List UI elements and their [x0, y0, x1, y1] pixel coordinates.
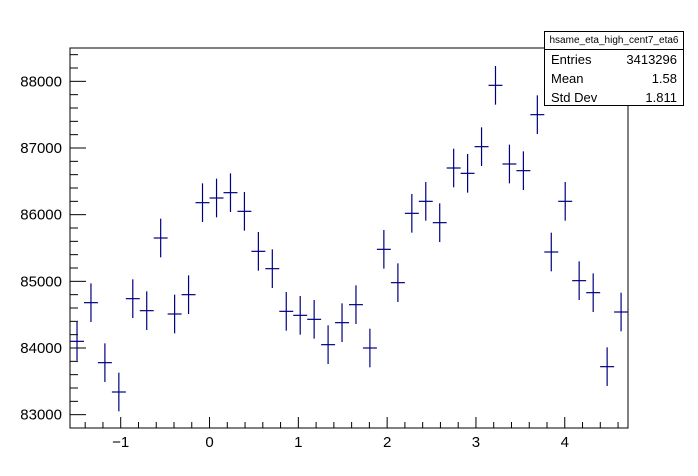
data-point — [418, 182, 433, 221]
data-point — [153, 218, 168, 258]
data-point — [544, 232, 559, 272]
data-point — [279, 292, 294, 331]
data-point — [167, 294, 182, 334]
y-tick-label: 84000 — [20, 340, 62, 357]
data-point — [586, 273, 601, 312]
data-point — [125, 279, 140, 318]
plot-frame — [69, 47, 629, 429]
data-point — [97, 343, 112, 382]
data-point — [237, 192, 252, 231]
y-tick-label: 85000 — [20, 273, 62, 290]
stats-value-mean: 1.58 — [651, 71, 677, 86]
stats-box: hsame_eta_high_cent7_eta6 Entries 341329… — [544, 31, 684, 106]
data-point — [446, 148, 461, 188]
data-point — [572, 261, 587, 300]
data-point — [307, 300, 322, 339]
data-point — [251, 232, 266, 271]
x-tick-label: −1 — [112, 434, 129, 451]
data-point — [460, 154, 475, 193]
data-point — [181, 275, 196, 314]
data-point — [558, 182, 573, 221]
data-point — [265, 249, 280, 288]
data-point — [432, 203, 447, 242]
data-point — [488, 66, 503, 105]
data-point — [83, 283, 98, 322]
data-point — [502, 144, 517, 184]
data-point — [209, 178, 224, 218]
tick-labels: −1 0 1 2 3 4 83000 84000 85000 86000 87000 88000 — [20, 73, 569, 451]
x-tick-label: 2 — [383, 434, 391, 451]
y-tick-label: 83000 — [20, 407, 62, 424]
data-point — [335, 303, 350, 342]
y-tick-label: 87000 — [20, 140, 62, 157]
stats-row-mean: Mean 1.58 — [545, 69, 683, 88]
axis-ticks — [70, 54, 619, 429]
x-tick-label: 4 — [561, 434, 569, 451]
x-tick-label: 0 — [205, 434, 213, 451]
data-point — [195, 183, 210, 222]
data-point — [474, 127, 489, 166]
x-tick-label: 3 — [472, 434, 480, 451]
stats-row-stddev: Std Dev 1.811 — [545, 88, 683, 107]
stats-label-mean: Mean — [551, 71, 584, 86]
stats-label-entries: Entries — [551, 52, 592, 67]
data-point — [293, 296, 308, 335]
stats-label-stddev: Std Dev — [551, 90, 598, 105]
stats-title: hsame_eta_high_cent7_eta6 — [545, 32, 683, 50]
data-point — [348, 285, 363, 324]
data-point — [70, 322, 84, 361]
stats-value-stddev: 1.811 — [645, 90, 677, 105]
data-point — [404, 194, 419, 233]
stats-row-entries: Entries 3413296 — [545, 50, 683, 69]
data-point — [530, 95, 545, 134]
data-point — [321, 325, 336, 364]
y-tick-label: 86000 — [20, 207, 62, 224]
data-point — [614, 292, 628, 332]
data-point — [600, 347, 615, 386]
stats-value-entries: 3413296 — [626, 52, 677, 67]
data-points — [70, 66, 628, 412]
data-point — [111, 372, 126, 412]
data-point — [516, 151, 531, 190]
data-point — [376, 230, 391, 269]
data-point — [362, 328, 377, 368]
x-tick-label: 1 — [294, 434, 302, 451]
y-tick-label: 88000 — [20, 73, 62, 90]
data-point — [223, 173, 238, 212]
data-point — [139, 291, 154, 330]
data-point — [390, 263, 405, 302]
